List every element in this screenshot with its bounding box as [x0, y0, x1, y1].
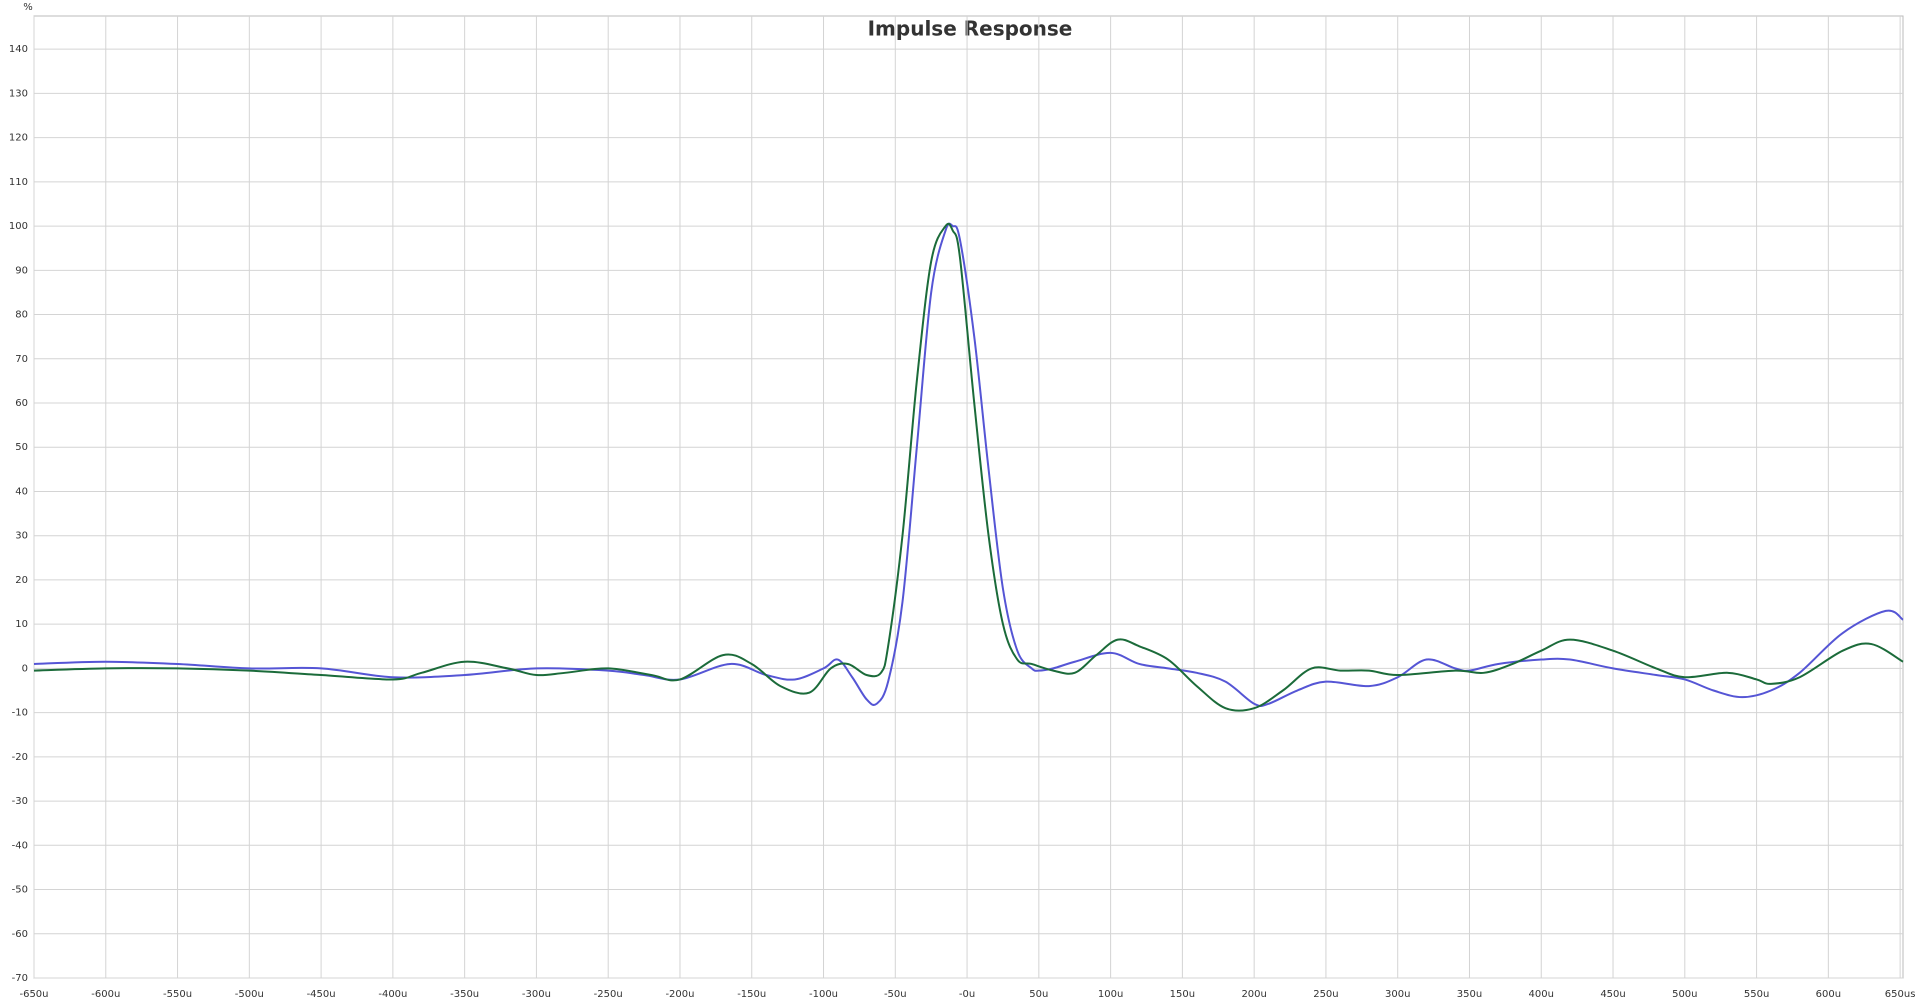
- y-tick-label: -60: [12, 929, 28, 940]
- y-tick-label: -30: [12, 796, 28, 807]
- y-tick-label: 140: [9, 44, 28, 55]
- y-tick-label: -70: [12, 973, 28, 984]
- x-tick-label: -650u: [19, 989, 48, 1000]
- y-tick-label: 40: [15, 486, 28, 497]
- x-tick-label: 350u: [1457, 989, 1482, 1000]
- y-tick-label: 50: [15, 442, 28, 453]
- y-tick-label: 60: [15, 398, 28, 409]
- x-tick-label: 50u: [1029, 989, 1048, 1000]
- y-tick-label: 70: [15, 354, 28, 365]
- x-tick-label: 500u: [1672, 989, 1697, 1000]
- x-tick-label: 400u: [1529, 989, 1554, 1000]
- x-tick-label: -500u: [235, 989, 264, 1000]
- x-tick-label: -600u: [91, 989, 120, 1000]
- y-tick-label: 80: [15, 310, 28, 321]
- x-tick-label: -0u: [959, 989, 975, 1000]
- y-tick-label: 30: [15, 531, 28, 542]
- chart-title: Impulse Response: [868, 17, 1073, 41]
- x-tick-label: -150u: [737, 989, 766, 1000]
- y-tick-label: -50: [12, 885, 28, 896]
- y-tick-label: 10: [15, 619, 28, 630]
- x-tick-label: -250u: [594, 989, 623, 1000]
- y-tick-label: 90: [15, 265, 28, 276]
- series-line: [33, 222, 1904, 707]
- x-tick-label: 650us: [1885, 989, 1916, 1000]
- x-tick-label: 300u: [1385, 989, 1410, 1000]
- plot-frame: [33, 15, 1904, 979]
- x-tick-label: 250u: [1313, 989, 1338, 1000]
- x-tick-label: -350u: [450, 989, 479, 1000]
- y-axis-label: %: [23, 2, 33, 13]
- x-tick-label: 200u: [1241, 989, 1266, 1000]
- x-tick-label: -300u: [522, 989, 551, 1000]
- y-tick-label: 130: [9, 88, 28, 99]
- y-tick-label: 0: [22, 663, 28, 674]
- x-tick-label: 600u: [1816, 989, 1841, 1000]
- x-tick-label: -400u: [378, 989, 407, 1000]
- x-tick-label: 100u: [1098, 989, 1123, 1000]
- y-tick-label: 120: [9, 133, 28, 144]
- x-tick-label: -550u: [163, 989, 192, 1000]
- x-tick-label: -100u: [809, 989, 838, 1000]
- x-tick-label: -200u: [665, 989, 694, 1000]
- x-tick-label: 550u: [1744, 989, 1769, 1000]
- x-tick-label: -450u: [307, 989, 336, 1000]
- x-tick-label: -50u: [884, 989, 907, 1000]
- y-tick-label: -10: [12, 708, 28, 719]
- y-tick-label: 20: [15, 575, 28, 586]
- x-tick-label: 450u: [1600, 989, 1625, 1000]
- y-tick-label: -20: [12, 752, 28, 763]
- y-tick-label: 110: [9, 177, 28, 188]
- x-tick-label: 150u: [1170, 989, 1195, 1000]
- series-line: [33, 222, 1904, 712]
- y-tick-label: 100: [9, 221, 28, 232]
- y-tick-label: -40: [12, 840, 28, 851]
